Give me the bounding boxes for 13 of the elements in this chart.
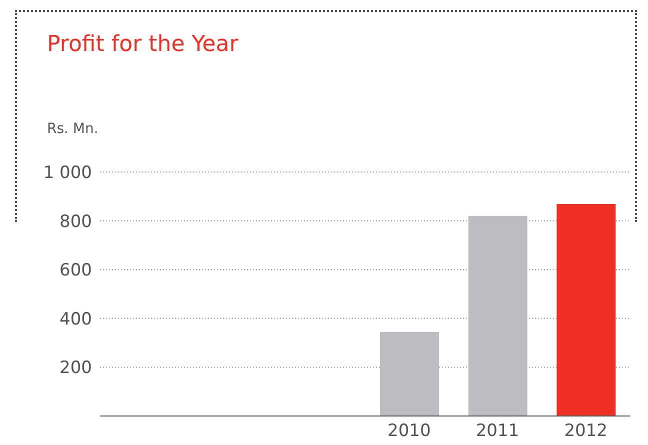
x-tick-label: 2011 [476,421,520,442]
y-tick-label: 1 000 [43,163,92,184]
chart-title: Profit for the Year [47,32,238,57]
y-axis-title: Rs. Mn. [47,121,98,137]
x-tick-label: 2010 [388,421,431,442]
y-tick-label: 400 [60,309,92,330]
bar [556,204,616,416]
bar [468,216,528,416]
y-tick-label: 800 [60,212,92,232]
bar [380,332,439,416]
y-tick-label: 200 [60,358,92,378]
x-tick-label: 2012 [564,421,608,442]
y-tick-label: 600 [60,260,92,281]
